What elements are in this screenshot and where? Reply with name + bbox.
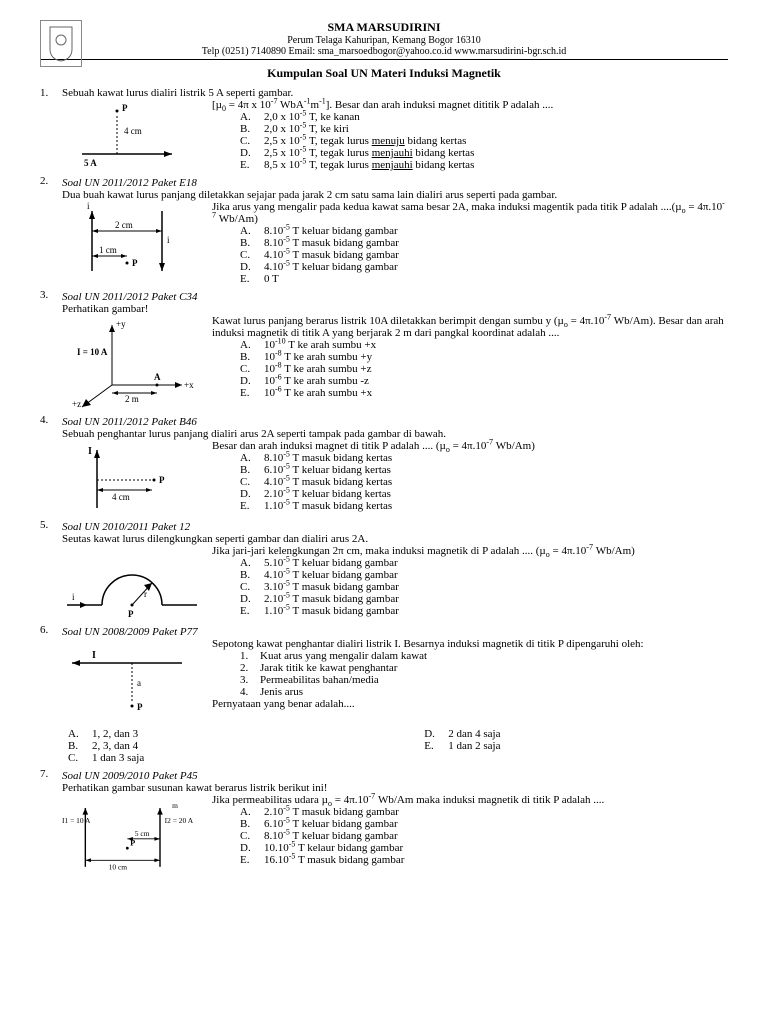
svg-text:P: P bbox=[122, 103, 128, 113]
q2-text: Dua buah kawat lurus panjang diletakkan … bbox=[62, 189, 728, 201]
svg-text:I = 10 A: I = 10 A bbox=[77, 347, 108, 357]
q6-diagram: I a P bbox=[62, 638, 202, 728]
q1-bracket: [µ0 = 4π x 10-7 WbA-1m-1]. Besar dan ara… bbox=[212, 99, 728, 111]
q3-text: Perhatikan gambar! bbox=[62, 303, 728, 315]
q2-options: A.8.10-5 T keluar bidang gambar B.8.10-5… bbox=[240, 225, 728, 285]
svg-text:4 cm: 4 cm bbox=[112, 492, 130, 502]
svg-text:I2 = 20 A: I2 = 20 A bbox=[165, 816, 194, 825]
svg-text:5 cm: 5 cm bbox=[135, 829, 150, 838]
q3-diagram: +y +x +z I = 10 A A 2 m bbox=[62, 315, 202, 410]
svg-text:i: i bbox=[167, 235, 170, 245]
q6-options: A.1, 2, dan 3 B.2, 3, dan 4 C.1 dan 3 sa… bbox=[62, 728, 728, 764]
svg-text:r: r bbox=[144, 589, 147, 599]
school-logo bbox=[40, 20, 82, 67]
svg-text:2 m: 2 m bbox=[125, 394, 139, 404]
svg-text:P: P bbox=[159, 475, 165, 485]
question-2: 2. Soal UN 2011/2012 Paket E18 Dua buah … bbox=[40, 175, 728, 285]
q7-soal: Soal UN 2009/2010 Paket P45 bbox=[62, 770, 728, 782]
q1-options: A.2,0 x 10-5 T, ke kanan B.2,0 x 10-5 T,… bbox=[240, 111, 728, 171]
svg-text:10 cm: 10 cm bbox=[109, 863, 128, 872]
page-header: SMA MARSUDIRINI Perum Telaga Kahuripan, … bbox=[40, 20, 728, 60]
svg-text:i: i bbox=[72, 592, 75, 602]
address-line2: Telp (0251) 7140890 Email: sma_marsoedbo… bbox=[40, 46, 728, 57]
question-6: 6. Soal UN 2008/2009 Paket P77 I a P Sep… bbox=[40, 624, 728, 764]
q7-diagram: I1 = 10 A I2 = 20 A m P 5 cm 10 cm bbox=[62, 794, 202, 879]
question-1: 1. Sebuah kawat lurus dialiri listrik 5 … bbox=[40, 87, 728, 171]
svg-text:2 cm: 2 cm bbox=[115, 220, 133, 230]
svg-text:i: i bbox=[87, 201, 90, 211]
svg-text:1 cm: 1 cm bbox=[99, 245, 117, 255]
svg-text:I1 = 10 A: I1 = 10 A bbox=[62, 816, 91, 825]
q5-soal: Soal UN 2010/2011 Paket 12 bbox=[62, 521, 728, 533]
svg-text:A: A bbox=[154, 372, 161, 382]
document-title: Kumpulan Soal UN Materi Induksi Magnetik bbox=[40, 66, 728, 81]
q2-soal: Soal UN 2011/2012 Paket E18 bbox=[62, 177, 728, 189]
svg-text:I: I bbox=[88, 446, 92, 457]
q4-text: Sebuah penghantar lurus panjang dialiri … bbox=[62, 428, 728, 440]
school-name: SMA MARSUDIRINI bbox=[40, 20, 728, 35]
question-5: 5. Soal UN 2010/2011 Paket 12 Seutas kaw… bbox=[40, 519, 728, 620]
svg-text:m: m bbox=[172, 801, 178, 810]
q3-right: Kawat lurus panjang berarus listrik 10A … bbox=[212, 315, 728, 339]
svg-text:+z: +z bbox=[72, 399, 81, 409]
svg-text:4 cm: 4 cm bbox=[124, 126, 142, 136]
svg-text:5 A: 5 A bbox=[84, 158, 97, 168]
q6-benar: Pernyataan yang benar adalah.... bbox=[212, 698, 728, 710]
q5-diagram: i r P bbox=[62, 545, 202, 620]
question-3: 3. Soal UN 2011/2012 Paket C34 Perhatika… bbox=[40, 289, 728, 410]
q3-options: A.10-10 T ke arah sumbu +x B.10-8 T ke a… bbox=[240, 339, 728, 399]
svg-text:P: P bbox=[128, 609, 134, 619]
svg-text:+x: +x bbox=[184, 380, 194, 390]
q6-statements: 1.Kuat arus yang mengalir dalam kawat 2.… bbox=[240, 650, 728, 698]
q6-soal: Soal UN 2008/2009 Paket P77 bbox=[62, 626, 728, 638]
question-7: 7. Soal UN 2009/2010 Paket P45 Perhatika… bbox=[40, 768, 728, 879]
q1-diagram: P 4 cm 5 A bbox=[62, 99, 202, 169]
q7-text: Perhatikan gambar susunan kawat berarus … bbox=[62, 782, 728, 794]
q6-right: Sepotong kawat penghantar dialiri listri… bbox=[212, 638, 728, 650]
svg-text:+y: +y bbox=[116, 319, 126, 329]
question-4: 4. Soal UN 2011/2012 Paket B46 Sebuah pe… bbox=[40, 414, 728, 515]
q3-soal: Soal UN 2011/2012 Paket C34 bbox=[62, 291, 728, 303]
svg-text:I: I bbox=[92, 650, 96, 661]
address-line1: Perum Telaga Kahuripan, Kemang Bogor 163… bbox=[40, 35, 728, 46]
q4-soal: Soal UN 2011/2012 Paket B46 bbox=[62, 416, 728, 428]
q2-diagram: i i 2 cm 1 cm P bbox=[62, 201, 202, 281]
q5-text: Seutas kawat lurus dilengkungkan seperti… bbox=[62, 533, 728, 545]
q7-options: A.2.10-5 T masuk bidang gambar B.6.10-5 … bbox=[240, 806, 728, 866]
q4-options: A.8.10-5 T masuk bidang kertas B.6.10-5 … bbox=[240, 452, 728, 512]
svg-text:a: a bbox=[137, 678, 141, 688]
svg-text:P: P bbox=[137, 702, 143, 712]
q1-text: Sebuah kawat lurus dialiri listrik 5 A s… bbox=[62, 87, 728, 99]
q5-options: A.5.10-5 T keluar bidang gambar B.4.10-5… bbox=[240, 557, 728, 617]
svg-text:P: P bbox=[132, 258, 138, 268]
q4-diagram: I P 4 cm bbox=[62, 440, 202, 515]
